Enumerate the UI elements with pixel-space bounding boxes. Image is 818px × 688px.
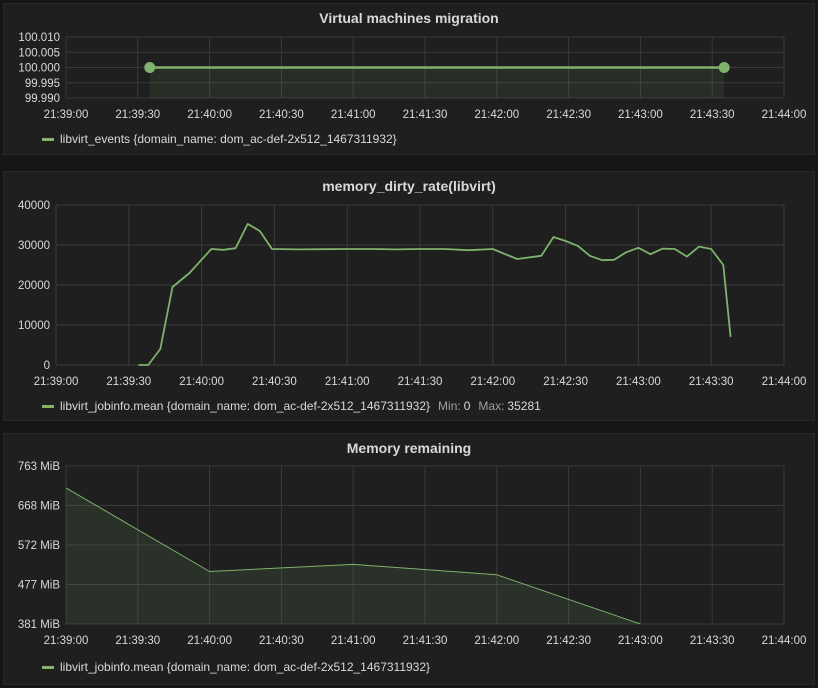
x-tick-label: 21:42:00 <box>474 635 519 647</box>
x-tick-label: 21:41:30 <box>403 635 448 647</box>
x-tick-label: 21:44:00 <box>762 376 807 388</box>
legend-item[interactable]: libvirt_jobinfo.mean {domain_name: dom_a… <box>42 399 541 413</box>
x-tick-label: 21:40:30 <box>259 109 304 121</box>
y-tick-label: 10000 <box>18 320 50 332</box>
series-swatch <box>42 137 54 141</box>
series-swatch <box>42 665 54 669</box>
legend-label: libvirt_jobinfo.mean {domain_name: dom_a… <box>60 660 431 674</box>
series-line[interactable] <box>65 487 641 625</box>
legend-min-value: 0 <box>463 399 471 413</box>
panel-memory-dirty-rate: memory_dirty_rate(libvirt) 21:39:00 21:39… <box>3 171 815 421</box>
x-tick-label: 21:39:30 <box>115 109 160 121</box>
y-tick-label: 0 <box>44 360 50 372</box>
y-tick-label: 477 MiB <box>18 580 61 592</box>
y-tick-label: 100.000 <box>18 63 60 75</box>
panel-title[interactable]: Memory remaining <box>346 440 472 456</box>
panel-memory-remaining: Memory remaining 21:39:00 21:39:30 21:40:0… <box>3 433 815 685</box>
x-tick-label: 21:41:00 <box>325 376 370 388</box>
legend-label: libvirt_jobinfo.mean {domain_name: dom_a… <box>60 399 431 413</box>
memory-remaining-chart: 21:39:00 21:39:30 21:40:00 21:40:30 21:41:00… <box>18 461 807 647</box>
y-tick-label: 100.010 <box>18 32 60 44</box>
y-tick-label: 763 MiB <box>18 461 61 473</box>
panel-vm-migration: Virtual machines migration 21:39:00 21:39… <box>3 3 815 155</box>
x-tick-label: 21:39:30 <box>106 376 151 388</box>
x-tick-label: 21:40:30 <box>252 376 297 388</box>
x-tick-label: 21:42:00 <box>470 376 515 388</box>
panel-title[interactable]: memory_dirty_rate(libvirt) <box>322 178 496 194</box>
x-tick-label: 21:39:30 <box>115 635 160 647</box>
y-tick-label: 99.995 <box>25 78 60 90</box>
legend-max-value: 35281 <box>507 399 541 413</box>
x-tick-label: 21:43:00 <box>616 376 661 388</box>
x-tick-label: 21:39:00 <box>44 635 89 647</box>
x-tick-label: 21:43:00 <box>618 635 663 647</box>
x-tick-label: 21:41:30 <box>398 376 443 388</box>
series-swatch <box>42 404 54 408</box>
y-tick-label: 40000 <box>18 200 50 212</box>
y-tick-label: 668 MiB <box>18 501 61 513</box>
x-tick-label: 21:40:30 <box>259 635 304 647</box>
x-tick-label: 21:41:00 <box>331 109 376 121</box>
x-tick-label: 21:44:00 <box>762 635 807 647</box>
x-tick-label: 21:43:30 <box>690 109 735 121</box>
y-tick-label: 572 MiB <box>18 540 61 552</box>
x-tick-label: 21:40:00 <box>179 376 224 388</box>
legend-item[interactable]: libvirt_jobinfo.mean {domain_name: dom_a… <box>42 660 430 674</box>
data-point[interactable] <box>718 62 730 73</box>
x-tick-label: 21:42:30 <box>546 635 591 647</box>
x-tick-label: 21:43:30 <box>690 635 735 647</box>
y-tick-label: 20000 <box>18 280 50 292</box>
x-tick-label: 21:42:00 <box>474 109 519 121</box>
x-tick-label: 21:42:30 <box>543 376 588 388</box>
legend-item[interactable]: libvirt_events {domain_name: dom_ac-def-… <box>42 132 397 146</box>
x-tick-label: 21:41:00 <box>331 635 376 647</box>
y-tick-label: 99.990 <box>25 93 60 105</box>
data-point[interactable] <box>144 62 156 73</box>
x-tick-label: 21:40:00 <box>187 109 232 121</box>
vm-migration-chart: 21:39:00 21:39:30 21:40:00 21:40:30 21:41:00… <box>18 32 807 121</box>
y-tick-label: 100.005 <box>18 47 60 59</box>
x-tick-label: 21:43:30 <box>689 376 734 388</box>
legend-max-label: Max: <box>478 399 505 413</box>
x-tick-label: 21:42:30 <box>546 109 591 121</box>
panel-title[interactable]: Virtual machines migration <box>319 10 499 26</box>
legend-min-label: Min: <box>438 399 461 413</box>
y-tick-label: 381 MiB <box>18 619 61 631</box>
series-line[interactable] <box>138 223 732 366</box>
memory-dirty-rate-chart: 21:39:00 21:39:30 21:40:00 21:40:30 21:41:00… <box>18 200 807 388</box>
series-area-fill <box>149 67 725 98</box>
y-tick-label: 30000 <box>18 240 50 252</box>
x-tick-label: 21:43:00 <box>618 109 663 121</box>
x-tick-label: 21:41:30 <box>403 109 448 121</box>
series-area-fill <box>66 487 641 624</box>
x-tick-label: 21:39:00 <box>34 376 79 388</box>
x-tick-label: 21:39:00 <box>44 109 89 121</box>
legend-label: libvirt_events {domain_name: dom_ac-def-… <box>60 132 397 146</box>
x-tick-label: 21:44:00 <box>762 109 807 121</box>
x-tick-label: 21:40:00 <box>187 635 232 647</box>
